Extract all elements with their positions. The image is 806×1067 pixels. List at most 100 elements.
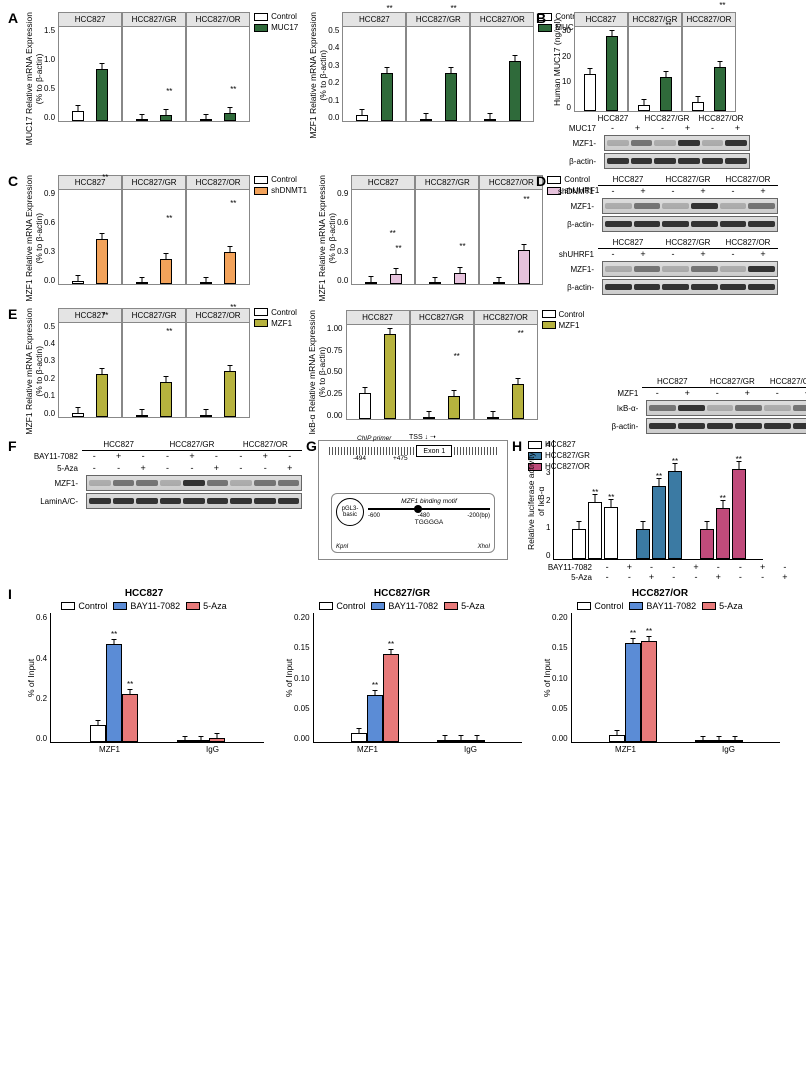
band — [720, 284, 747, 290]
bar — [72, 281, 84, 284]
treat-val: - — [131, 451, 155, 461]
facet-title: HCC827 — [352, 176, 414, 190]
blot-band-box — [646, 400, 806, 416]
panel-letter-H: H — [512, 438, 522, 454]
blot-header: HCC827 — [642, 377, 702, 388]
treat-val: + — [675, 123, 700, 133]
bar: ** — [509, 52, 521, 121]
bar: ** — [160, 106, 172, 121]
treat-val: - — [663, 572, 685, 582]
band — [113, 498, 135, 504]
legend-item: Control — [61, 601, 107, 611]
bar — [200, 415, 212, 417]
legend-item: Control — [577, 601, 623, 611]
chart-title: HCC827 — [24, 588, 264, 599]
panel-C: C MZF1 Relative mRNA Expression(% to β-a… — [12, 175, 532, 302]
band — [631, 158, 653, 164]
legend-item: Control — [542, 310, 585, 319]
blot-band-box — [602, 216, 778, 232]
y-label: MZF1 Relative mRNA Expression(% to β-act… — [22, 308, 44, 435]
kpnl: KpnI — [336, 544, 348, 550]
bar: ** — [732, 469, 746, 559]
treat-val: - — [774, 562, 796, 572]
bar — [420, 119, 432, 121]
legend: ControlMZF1 — [250, 308, 297, 435]
band — [634, 221, 661, 227]
y-tick: 1.00 — [327, 324, 343, 333]
bar: ** — [224, 104, 236, 121]
legend-item: BAY11-7082 — [371, 601, 438, 611]
bar: ** — [588, 502, 602, 559]
y-tick: 0.00 — [294, 734, 310, 743]
band — [720, 266, 747, 272]
treat-val: - — [106, 463, 130, 473]
treat-val: - — [229, 451, 253, 461]
bar — [692, 102, 704, 111]
treat-val: + — [748, 249, 778, 259]
bar: ** — [384, 325, 396, 418]
band — [793, 405, 806, 411]
band — [605, 203, 632, 209]
bar — [453, 740, 469, 742]
bar — [711, 740, 727, 742]
y-tick: 0.5 — [328, 26, 339, 35]
bar — [638, 105, 650, 111]
panel-H-chart: HCC827HCC827/GRHCC827/ORRelative lucifer… — [516, 440, 796, 582]
legend: ControlBAY11-70825-Aza — [282, 601, 522, 611]
treat-val: - — [180, 463, 204, 473]
bar — [429, 282, 441, 284]
legend-item: 5-Aza — [444, 601, 485, 611]
band — [607, 158, 629, 164]
blot-row-label: β-actin- — [550, 157, 600, 166]
treat-label: shUHRF1 — [548, 250, 598, 259]
band — [691, 203, 718, 209]
band — [702, 140, 724, 146]
band — [748, 203, 775, 209]
treat-val: + — [131, 463, 155, 473]
treat-val: + — [688, 249, 718, 259]
y-tick: 0.20 — [552, 613, 568, 622]
treat-val: + — [725, 123, 750, 133]
panel-letter-G: G — [306, 438, 317, 454]
y-tick: 0.3 — [337, 247, 348, 256]
band — [605, 266, 632, 272]
band — [691, 284, 718, 290]
y-label: % of Input — [24, 613, 36, 743]
blot-row-label: β-actin- — [548, 220, 598, 229]
bar: ** — [512, 375, 524, 419]
y-tick: 0.0 — [36, 734, 47, 743]
band — [278, 498, 300, 504]
band — [278, 480, 300, 486]
band — [654, 140, 676, 146]
panel-letter-A: A — [8, 10, 18, 26]
band — [725, 158, 747, 164]
treat-val: + — [688, 186, 718, 196]
blot-header: HCC827/GR — [155, 440, 228, 451]
treat-val: - — [729, 562, 751, 572]
treat-val: + — [672, 388, 702, 398]
blot-header: HCC827 — [598, 238, 658, 249]
y-tick: 0.0 — [337, 276, 348, 285]
bar: ** — [367, 695, 383, 742]
bar — [209, 738, 225, 742]
legend: ControlBAY11-70825-Aza — [540, 601, 780, 611]
band — [707, 423, 734, 429]
panel-B-chart: Human MUC17 (ng/ml)3020100HCC827**HCC827… — [550, 12, 790, 112]
bar — [136, 415, 148, 417]
y-tick: 0.3 — [328, 61, 339, 70]
band — [136, 498, 158, 504]
facet-title: HCC827/GR — [407, 13, 469, 27]
band — [678, 405, 705, 411]
bar — [700, 529, 714, 559]
treat-val: - — [752, 572, 774, 582]
blot-header: HCC827 — [598, 175, 658, 186]
blot-header: HCC827/OR — [718, 175, 778, 186]
treat-val: - — [658, 249, 688, 259]
bar — [487, 417, 499, 419]
treat-label: 5-Aza — [22, 464, 82, 473]
tss-label: TSS ↓ ➝ — [409, 433, 436, 441]
y-label: Human MUC17 (ng/ml) — [550, 12, 562, 112]
y-tick: 0.4 — [36, 654, 47, 663]
pos2: +475 — [393, 455, 408, 462]
band — [764, 423, 791, 429]
